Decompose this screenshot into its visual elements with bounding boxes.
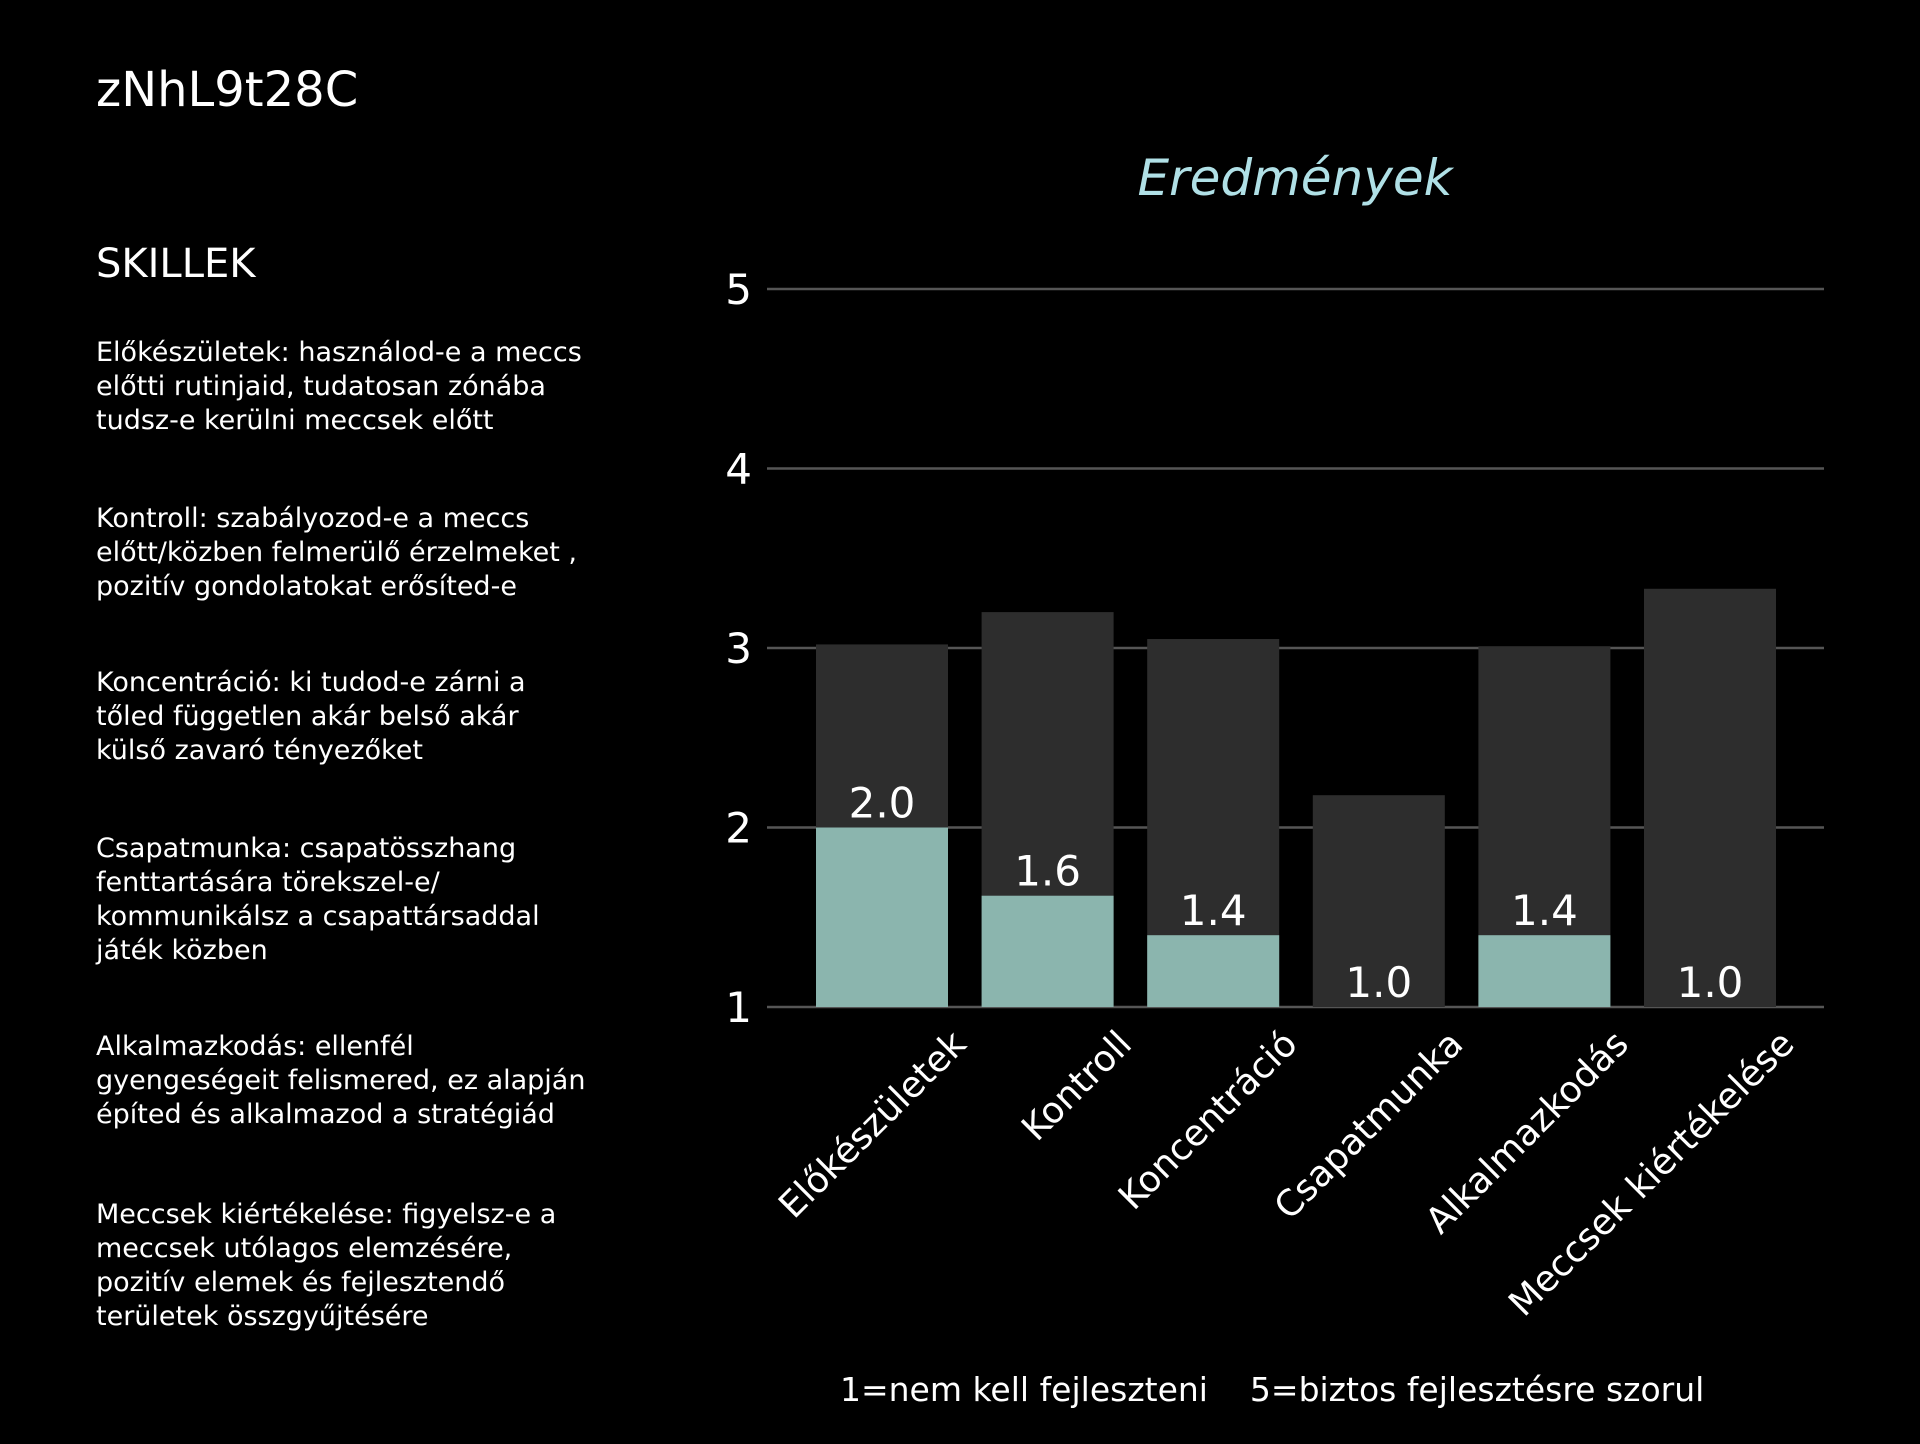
bar-data-label: 1.4 — [1511, 886, 1578, 935]
y-tick-label: 2 — [725, 804, 752, 853]
bar-data-label: 1.6 — [1014, 847, 1081, 896]
bar-background — [1312, 795, 1445, 1007]
chart-title: Eredmények — [1137, 149, 1454, 207]
bar-data-label: 1.4 — [1180, 886, 1247, 935]
x-tick-label: Előkészületek — [771, 1023, 974, 1226]
page-id: zNhL9t28C — [96, 62, 359, 118]
x-tick-label: Kontroll — [1014, 1023, 1140, 1149]
bar-score — [981, 895, 1114, 1007]
y-tick-label: 4 — [725, 445, 752, 494]
bar-data-label: 2.0 — [849, 779, 916, 828]
skill-description: Kontroll: szabályozod-e a meccs előtt/kö… — [96, 503, 578, 602]
scale-note: 1=nem kell fejleszteni 5=biztos fejleszt… — [840, 1370, 1705, 1409]
bar-data-label: 1.0 — [1345, 958, 1412, 1007]
skill-description: Előkészületek: használod-e a meccs előtt… — [96, 337, 582, 436]
bar-data-label: 1.0 — [1677, 958, 1744, 1007]
skills-title: SKILLEK — [96, 241, 256, 287]
x-tick-label: Meccsek kiértékelése — [1501, 1023, 1802, 1324]
y-tick-label: 1 — [725, 983, 752, 1032]
skill-description: Alkalmazkodás: ellenfél gyengeségeit fel… — [96, 1031, 586, 1130]
skill-description: Koncentráció: ki tudod-e zárni a tőled f… — [96, 667, 526, 766]
bar-score — [1478, 935, 1611, 1007]
bar-score — [1147, 935, 1280, 1007]
bar-background — [1644, 588, 1776, 1007]
bar-score — [816, 827, 948, 1007]
y-tick-label: 5 — [725, 265, 752, 314]
skill-description: Meccsek kiértékelése: figyelsz-e a meccs… — [96, 1199, 557, 1332]
y-tick-label: 3 — [725, 624, 752, 673]
skill-description: Csapatmunka: csapatösszhang fenttartásár… — [96, 833, 540, 966]
